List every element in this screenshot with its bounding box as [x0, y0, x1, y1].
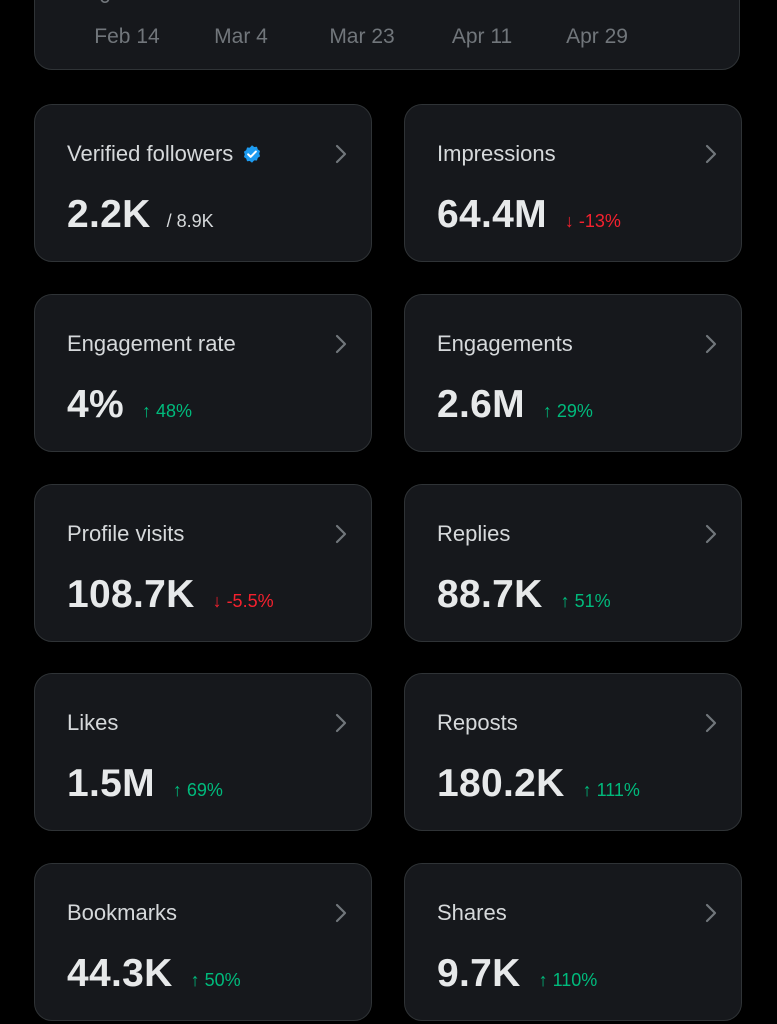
chevron-right-icon	[705, 144, 717, 164]
stat-card-profile-visits[interactable]: Profile visits 108.7K ↓ -5.5%	[34, 484, 372, 642]
x-tick-label: Mar 4	[214, 25, 268, 48]
stat-value: 4%	[67, 383, 124, 426]
stat-value: 2.2K	[67, 193, 151, 236]
stat-value: 108.7K	[67, 573, 195, 616]
stat-value: 2.6M	[437, 383, 525, 426]
stat-value: 64.4M	[437, 193, 547, 236]
chevron-right-icon	[335, 903, 347, 923]
stat-label: Likes	[67, 710, 119, 735]
stat-card-reposts[interactable]: Reposts 180.2K ↑ 111%	[404, 673, 742, 831]
stat-label: Profile visits	[67, 521, 185, 546]
stat-value: 9.7K	[437, 952, 521, 995]
stat-card-impressions[interactable]: Impressions 64.4M ↓ -13%	[404, 104, 742, 262]
stat-card-likes[interactable]: Likes 1.5M ↑ 69%	[34, 673, 372, 831]
x-tick-label: Apr 11	[452, 25, 512, 48]
stat-card-engagement-rate[interactable]: Engagement rate 4% ↑ 48%	[34, 294, 372, 452]
chevron-right-icon	[705, 903, 717, 923]
stat-card-bookmarks[interactable]: Bookmarks 44.3K ↑ 50%	[34, 863, 372, 1021]
stat-value: 88.7K	[437, 573, 543, 616]
stat-label: Shares	[437, 900, 507, 925]
stat-change: ↓ -13%	[564, 211, 621, 231]
stat-label: Impressions	[437, 141, 556, 166]
stat-value: 1.5M	[67, 762, 155, 805]
stat-change: ↑ 51%	[560, 591, 611, 611]
stat-change: ↓ -5.5%	[212, 591, 274, 611]
chevron-right-icon	[335, 713, 347, 733]
stat-value: 44.3K	[67, 952, 173, 995]
stat-change: ↑ 111%	[582, 780, 640, 800]
stat-label: Engagement rate	[67, 331, 236, 356]
verified-badge-icon	[244, 145, 261, 163]
chevron-right-icon	[705, 334, 717, 354]
stat-card-verified-followers[interactable]: Verified followers 2.2K / 8.9K	[34, 104, 372, 262]
stat-label: Replies	[437, 521, 511, 546]
stat-label: Engagements	[437, 331, 573, 356]
y-tick-label: 0	[99, 0, 111, 8]
stat-label: Bookmarks	[67, 900, 178, 925]
stat-change: ↑ 48%	[141, 401, 192, 421]
x-tick-label: Mar 23	[329, 25, 394, 48]
x-tick-label: Feb 14	[94, 25, 160, 48]
stat-label: Verified followers	[67, 141, 234, 166]
stat-card-replies[interactable]: Replies 88.7K ↑ 51%	[404, 484, 742, 642]
stat-card-engagements[interactable]: Engagements 2.6M ↑ 29%	[404, 294, 742, 452]
stat-total: / 8.9K	[166, 211, 214, 231]
impressions-chart-card: 0 Feb 14 Mar 4 Mar 23 Apr 11 Apr 29	[34, 0, 740, 70]
stat-change: ↑ 50%	[190, 970, 241, 990]
stat-label: Reposts	[437, 710, 518, 735]
stat-card-shares[interactable]: Shares 9.7K ↑ 110%	[404, 863, 742, 1021]
x-tick-label: Apr 29	[566, 25, 628, 48]
chevron-right-icon	[335, 524, 347, 544]
chevron-right-icon	[705, 713, 717, 733]
stat-change: ↑ 29%	[542, 401, 593, 421]
stat-change: ↑ 69%	[172, 780, 223, 800]
chevron-right-icon	[335, 334, 347, 354]
chart-svg: 0 Feb 14 Mar 4 Mar 23 Apr 11 Apr 29	[94, 0, 628, 48]
chevron-right-icon	[705, 524, 717, 544]
chevron-right-icon	[335, 144, 347, 164]
stat-value: 180.2K	[437, 762, 565, 805]
stat-change: ↑ 110%	[538, 970, 598, 990]
